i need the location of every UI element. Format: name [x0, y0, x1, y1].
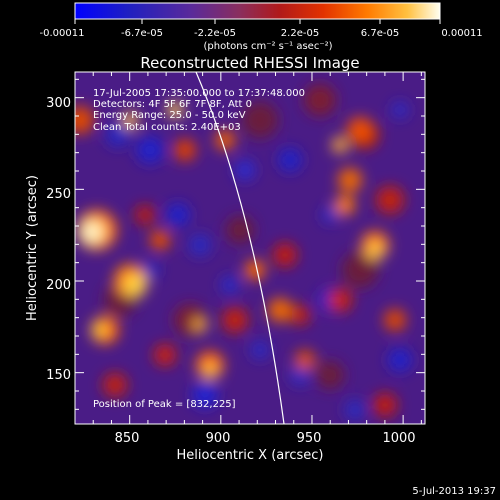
intensity-blob [304, 84, 336, 116]
intensity-blob [278, 148, 302, 172]
intensity-blob [141, 261, 159, 279]
y-tick-label: 300 [46, 96, 71, 111]
colorbar-bar [74, 2, 441, 20]
annotation-energy: Energy Range: 25.0 - 50.0 keV [93, 110, 246, 121]
intensity-blob [189, 234, 211, 256]
intensity-blob [392, 102, 408, 118]
colorbar-ticks [74, 19, 441, 24]
colorbar-tick-label: 2.2e-05 [281, 28, 319, 39]
intensity-blob [268, 298, 292, 322]
intensity-blob [328, 288, 352, 312]
intensity-blob [345, 400, 365, 420]
intensity-blob [75, 106, 94, 134]
colorbar-tick-label: -6.7e-05 [121, 28, 163, 39]
intensity-blob [290, 305, 310, 325]
intensity-blob [122, 112, 138, 128]
colorbar-tick-label: -0.00011 [40, 28, 85, 39]
intensity-blob [192, 382, 218, 408]
intensity-blob [388, 348, 412, 372]
intensity-blob [373, 393, 397, 417]
y-tick-label: 250 [46, 187, 71, 202]
intensity-blob [251, 341, 269, 359]
colorbar-units-label: (photons cm⁻² s⁻¹ asec⁻²) [203, 41, 332, 52]
y-tick-label: 150 [46, 368, 71, 383]
intensity-map [75, 84, 412, 420]
intensity-blob [106, 123, 130, 147]
x-tick-label: 950 [297, 431, 322, 446]
plot-frame [74, 71, 426, 425]
intensity-blob [335, 195, 355, 215]
intensity-blob [235, 160, 255, 180]
intensity-blob [376, 186, 404, 214]
x-axis-label: Heliocentric X (arcsec) [177, 448, 324, 463]
annotation-peak: Position of Peak = [832,225] [93, 399, 236, 410]
intensity-blob [154, 344, 176, 366]
intensity-blob [342, 252, 378, 288]
intensity-blob [365, 240, 385, 260]
intensity-blob [222, 307, 248, 333]
intensity-blob [91, 321, 109, 339]
plot-timestamp: 5-Jul-2013 19:37 [412, 486, 496, 497]
intensity-blob [174, 139, 196, 161]
intensity-blob [221, 276, 239, 294]
intensity-blob [202, 362, 218, 378]
intensity-blob [245, 260, 265, 280]
intensity-blob [150, 230, 170, 250]
intensity-blob [167, 102, 183, 118]
intensity-blob [347, 117, 373, 143]
y-axis-label: Heliocentric Y (arcsec) [25, 175, 40, 321]
intensity-blob [103, 373, 127, 397]
intensity-blob [193, 318, 207, 332]
colorbar-tick-label: 0.00011 [441, 28, 482, 39]
annotation-detectors: Detectors: 4F 5F 6F 7F 8F, Att 0 [93, 99, 252, 110]
plot-title: Reconstructed RHESSI Image [140, 54, 359, 72]
intensity-blob [226, 216, 254, 244]
annotation-time-range: 17-Jul-2005 17:35:00.000 to 17:37:48.000 [93, 88, 305, 99]
y-tick-label: 200 [46, 278, 71, 293]
intensity-blob [135, 205, 155, 225]
colorbar: -0.00011 -6.7e-05 -2.2e-05 2.2e-05 6.7e-… [40, 2, 483, 52]
annotation-clean: Clean Total counts: 2.40E+03 [93, 122, 241, 133]
intensity-blob [316, 361, 344, 389]
intensity-blob [295, 350, 315, 370]
intensity-blob [332, 137, 348, 153]
intensity-blob [338, 168, 362, 192]
intensity-blob [322, 207, 338, 223]
intensity-blob [384, 309, 406, 331]
intensity-blob [273, 243, 297, 267]
x-tick-label: 1000 [382, 431, 415, 446]
colorbar-tick-label: 6.7e-05 [361, 28, 399, 39]
intensity-blob [166, 203, 190, 227]
intensity-blob [123, 273, 147, 297]
image-panel [75, 72, 425, 424]
colorbar-tick-label: -2.2e-05 [194, 28, 236, 39]
intensity-blob [84, 224, 100, 240]
x-tick-label: 900 [206, 431, 231, 446]
solar-limb [195, 72, 285, 424]
axis-ticks [75, 72, 425, 424]
intensity-blob [215, 130, 235, 150]
x-tick-label: 850 [115, 431, 140, 446]
intensity-blob [242, 102, 278, 138]
intensity-blob [136, 136, 164, 164]
